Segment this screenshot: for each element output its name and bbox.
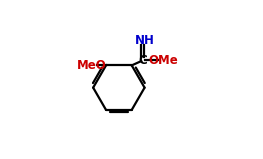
Text: MeO: MeO <box>77 59 106 72</box>
Text: OMe: OMe <box>148 54 178 67</box>
Text: NH: NH <box>135 34 155 47</box>
Text: C: C <box>138 54 147 67</box>
